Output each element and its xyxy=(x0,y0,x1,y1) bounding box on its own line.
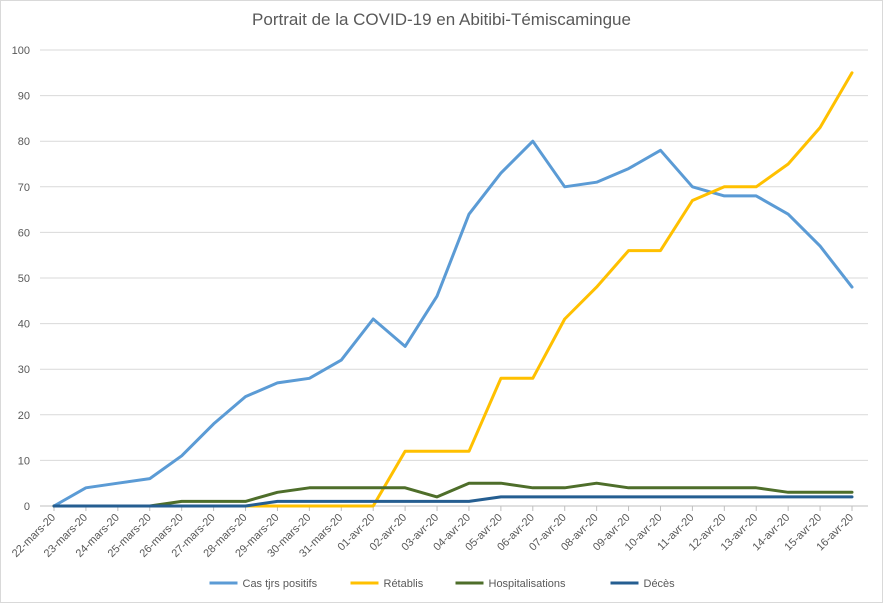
y-tick-label: 40 xyxy=(18,319,30,331)
legend-label: Décès xyxy=(644,578,676,590)
y-axis-ticks: 0 10 20 30 40 50 60 70 80 90 100 xyxy=(12,45,30,513)
y-tick-label: 90 xyxy=(18,91,30,103)
series-line xyxy=(52,495,854,508)
y-tick-label: 0 xyxy=(24,501,30,513)
y-tick-label: 100 xyxy=(12,45,30,57)
legend: Cas tjrs positifs Rétablis Hospitalisation… xyxy=(209,578,676,590)
series-line xyxy=(52,139,854,508)
legend-label: Cas tjrs positifs xyxy=(243,578,318,590)
series-line xyxy=(52,71,854,508)
y-tick-label: 70 xyxy=(18,182,30,194)
legend-label: Rétablis xyxy=(384,578,424,590)
y-tick-label: 10 xyxy=(18,455,30,467)
y-tick-label: 30 xyxy=(18,364,30,376)
y-tick-label: 80 xyxy=(18,136,30,148)
y-tick-label: 60 xyxy=(18,227,30,239)
gridlines xyxy=(40,49,868,507)
chart-title: Portrait de la COVID-19 en Abitibi-Témis… xyxy=(252,10,631,29)
legend-label: Hospitalisations xyxy=(489,578,567,590)
y-tick-label: 50 xyxy=(18,273,30,285)
series-lines xyxy=(52,71,854,508)
series-line xyxy=(52,481,854,508)
y-tick-label: 20 xyxy=(18,410,30,422)
x-axis-ticks: 22-mars-2023-mars-2024-mars-2025-mars-20… xyxy=(10,506,856,560)
